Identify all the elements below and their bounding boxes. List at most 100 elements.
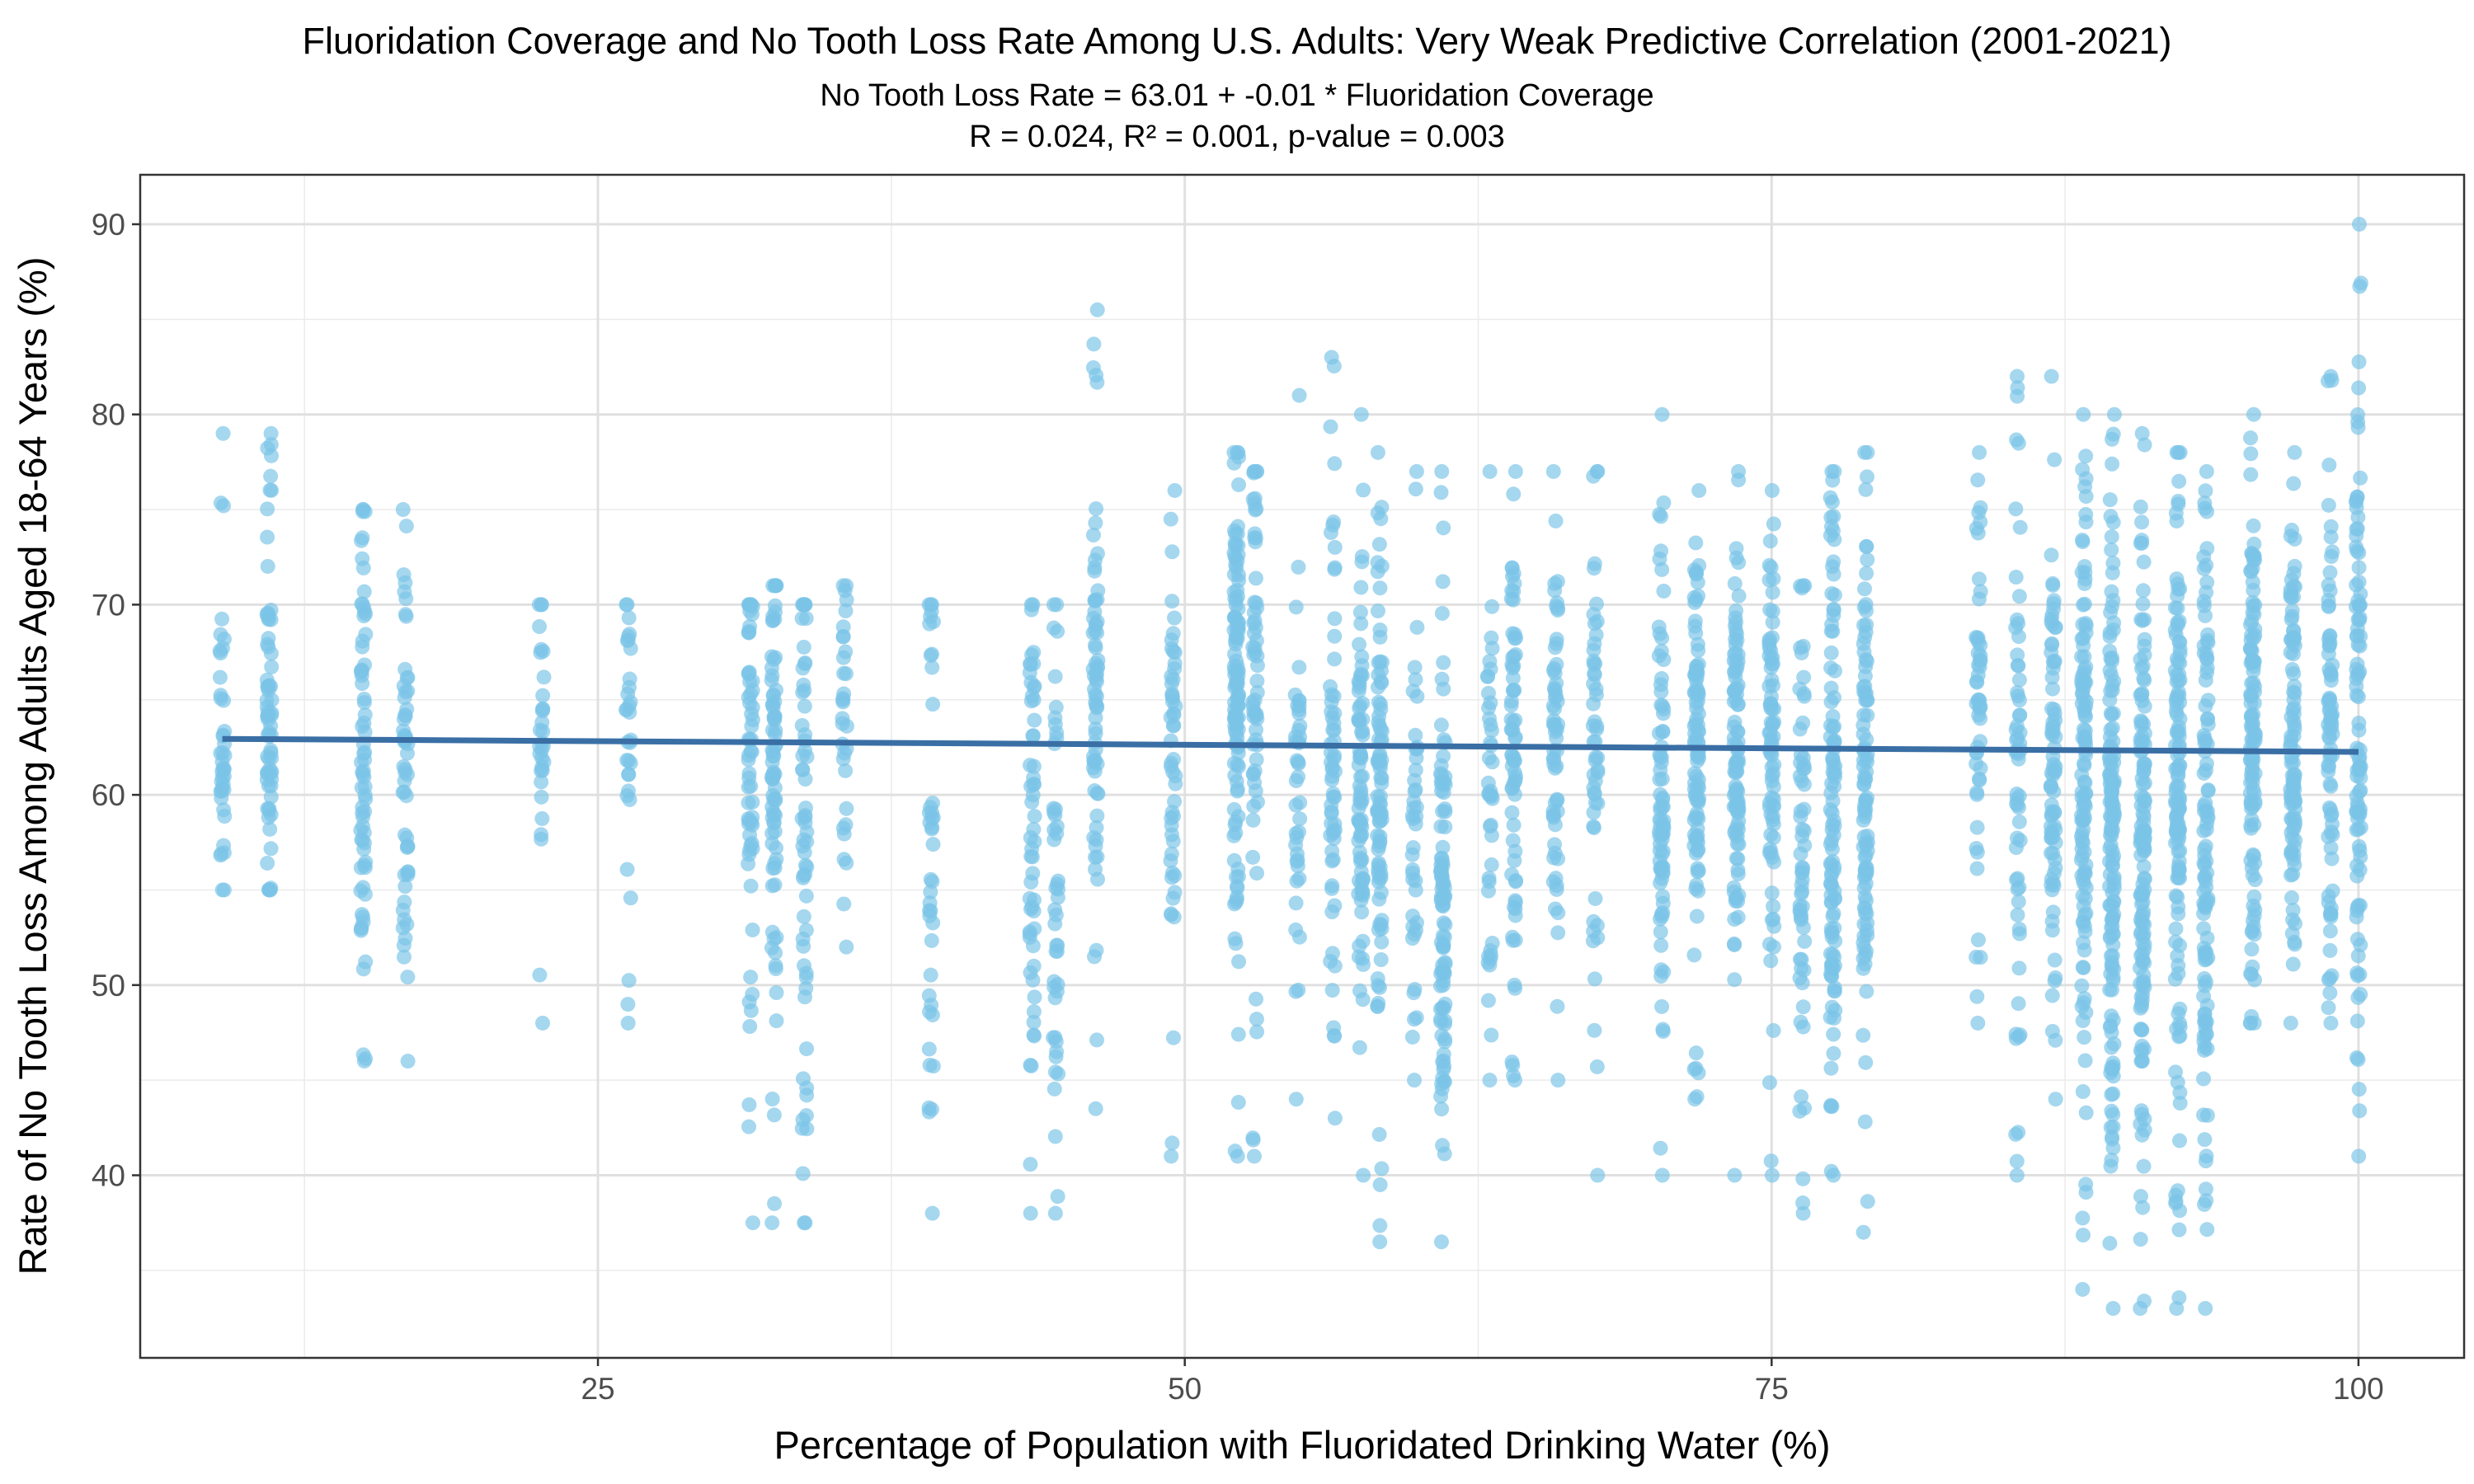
data-point [620, 1015, 636, 1031]
x-axis-title: Percentage of Population with Fluoridate… [774, 1423, 1831, 1467]
data-point [1484, 599, 1500, 614]
data-point [2009, 1153, 2025, 1169]
data-point [2171, 724, 2187, 740]
data-point [1505, 929, 1521, 945]
data-point [764, 878, 780, 894]
data-point [2075, 534, 2091, 550]
data-point [2077, 918, 2092, 934]
data-point [1405, 683, 1421, 699]
data-point [767, 1195, 783, 1211]
data-point [1483, 695, 1498, 711]
data-point [2106, 894, 2122, 909]
data-point [1826, 1026, 1841, 1042]
data-point [2247, 872, 2263, 888]
data-point [2349, 521, 2364, 537]
data-point [1856, 881, 1872, 896]
data-point [836, 665, 852, 681]
data-point [1795, 1195, 1811, 1211]
data-point [2349, 868, 2365, 884]
data-point [2284, 709, 2299, 725]
data-point [1794, 1089, 1809, 1105]
data-point [1763, 806, 1779, 822]
data-point [1547, 724, 1563, 740]
data-point [1586, 468, 1602, 484]
data-point [1507, 649, 1522, 665]
data-point [1371, 979, 1387, 995]
data-point [1048, 881, 1064, 896]
data-point [2137, 871, 2152, 886]
data-point [2105, 972, 2121, 988]
data-point [1652, 747, 1667, 763]
data-point [2137, 612, 2152, 627]
data-point [1352, 815, 1368, 830]
data-point [1437, 917, 1453, 932]
data-point [2135, 806, 2151, 822]
data-point [2103, 754, 2119, 769]
data-point [1823, 490, 1838, 505]
data-point [2105, 1119, 2121, 1134]
data-point [1168, 698, 1183, 714]
data-point [2322, 923, 2338, 939]
data-point [2244, 942, 2260, 957]
data-point [1047, 1129, 1063, 1144]
data-point [1088, 1101, 1103, 1116]
data-point [1407, 660, 1423, 675]
data-point [2008, 570, 2024, 585]
data-point [2077, 890, 2093, 906]
data-point [2246, 817, 2262, 833]
data-point [2350, 420, 2366, 435]
data-point [2243, 446, 2259, 462]
data-point [2287, 444, 2302, 460]
data-point [1793, 1014, 1808, 1030]
data-point [1858, 771, 1874, 787]
data-point [1792, 721, 1808, 737]
data-point [1167, 645, 1183, 660]
data-point [1352, 1040, 1367, 1055]
data-point [1545, 807, 1561, 823]
data-point [355, 1047, 371, 1063]
data-point [1370, 754, 1385, 769]
data-point [1827, 980, 1842, 996]
data-point [1436, 655, 1451, 670]
data-point [2171, 906, 2186, 922]
data-point [1689, 701, 1705, 716]
data-point [2245, 761, 2260, 777]
data-point [1407, 982, 1423, 998]
data-point [260, 501, 275, 517]
data-point [397, 866, 412, 882]
data-point [1249, 708, 1264, 724]
data-point [1590, 1167, 1606, 1183]
data-point [1482, 463, 1498, 479]
data-point [1824, 617, 1840, 632]
data-point [794, 810, 810, 826]
data-point [1290, 858, 1305, 874]
data-point [1823, 528, 1838, 543]
data-point [2077, 755, 2092, 771]
data-point [1587, 890, 1603, 906]
data-point [354, 596, 369, 612]
data-point [2199, 711, 2215, 727]
data-point [2199, 1026, 2214, 1042]
data-point [2011, 960, 2027, 976]
data-point [2105, 1106, 2121, 1122]
data-point [1404, 931, 1420, 946]
data-point [766, 709, 782, 725]
data-point [1435, 804, 1451, 819]
data-point [1327, 628, 1343, 644]
data-point [799, 1041, 815, 1057]
data-point [1969, 819, 1985, 835]
data-point [1549, 758, 1564, 774]
data-point [1372, 629, 1388, 645]
data-point [2011, 688, 2026, 704]
data-point [1823, 1060, 1839, 1076]
data-point [1823, 645, 1839, 660]
data-point [745, 922, 760, 937]
data-point [2353, 937, 2368, 953]
data-point [1435, 574, 1451, 589]
data-point [1291, 754, 1306, 770]
data-point [1655, 1024, 1671, 1040]
data-point [2103, 722, 2119, 738]
data-point [1086, 681, 1102, 697]
data-point [1763, 560, 1779, 575]
data-point [1859, 566, 1874, 581]
